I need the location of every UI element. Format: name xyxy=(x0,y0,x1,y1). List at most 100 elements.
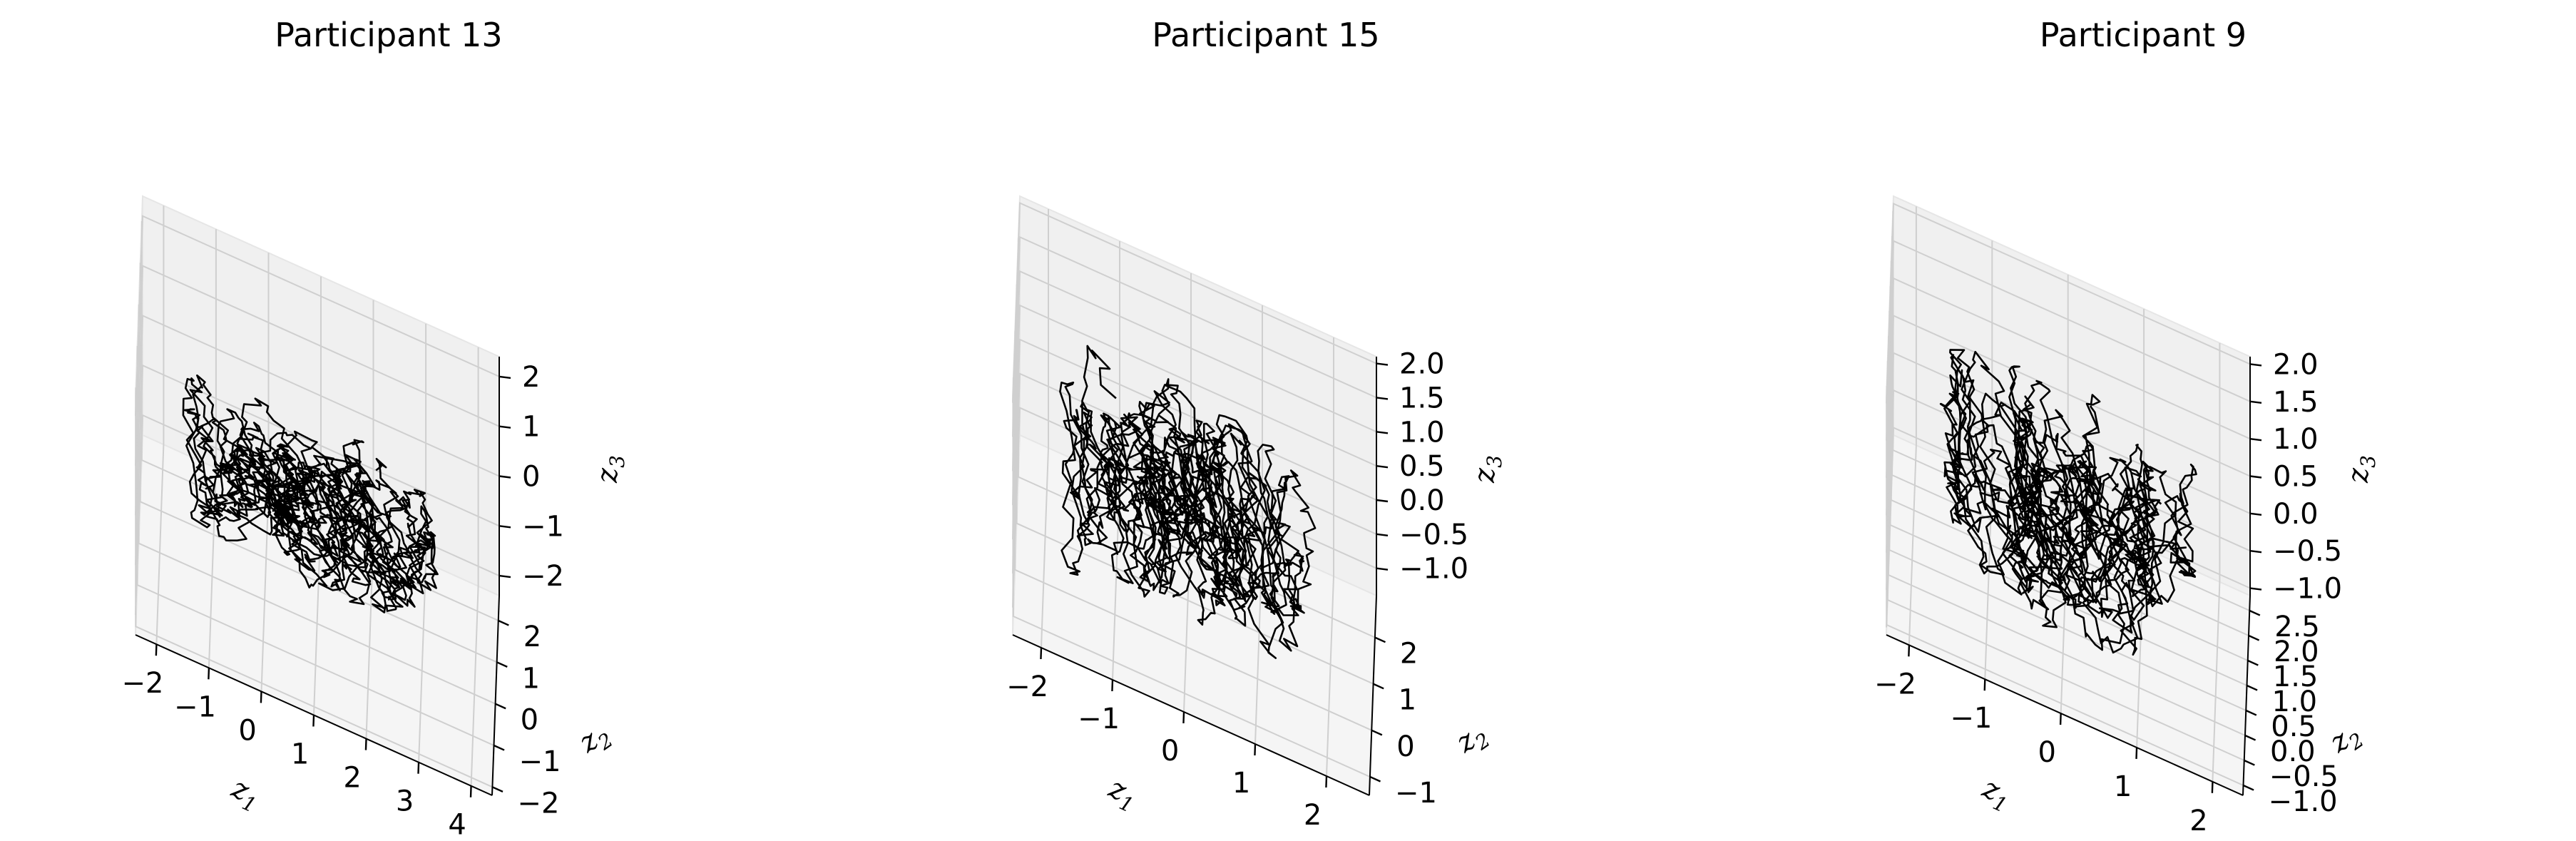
chart-title: Participant 13 xyxy=(275,16,502,54)
x-tick-mark xyxy=(1182,711,1185,724)
z-tick-mark xyxy=(2249,512,2262,516)
x-tick-mark xyxy=(2135,747,2138,760)
y-tick-label: −1 xyxy=(519,745,561,778)
z-tick-mark xyxy=(2249,549,2262,554)
z-axis-label: z3 xyxy=(1468,455,1506,484)
y-tick-label: 0 xyxy=(1396,730,1414,763)
x-axis-label: z1 xyxy=(1101,771,1143,817)
gridline-z xyxy=(1886,426,2251,628)
y-tick-label: −1.0 xyxy=(2269,785,2338,818)
trajectory-line xyxy=(182,374,439,613)
gridline-x xyxy=(313,276,322,715)
subplot-participant-9: Participant 9−2−1012−1.0−0.50.00.51.01.5… xyxy=(1874,16,2380,837)
subplot-participant-13: Participant 13 −2 −1 0 1 2 3 4 −2 −1 0 1 2 −2 −1 0 1 2 z1 z… xyxy=(121,16,629,841)
gridline-z xyxy=(1012,338,1377,540)
gridline-z xyxy=(1012,235,1377,437)
z-tick-mark xyxy=(499,475,511,479)
z-tick-mark xyxy=(2249,437,2262,442)
gridline-z xyxy=(1012,304,1377,506)
y-axis-line xyxy=(2242,595,2251,796)
z-tick-mark xyxy=(2249,475,2262,479)
gridline-x xyxy=(365,300,374,739)
gridline-z xyxy=(1886,202,2251,404)
z-tick-label: −0.5 xyxy=(1399,519,1468,551)
z-tick-mark xyxy=(2249,587,2262,591)
z-tick-mark xyxy=(499,375,511,379)
gridline-x xyxy=(418,323,427,763)
x-tick-label: 3 xyxy=(396,785,414,818)
y-tick-mark xyxy=(2244,734,2256,741)
y-tick-mark xyxy=(1371,729,1383,736)
x-tick-mark xyxy=(364,738,367,750)
z-tick-mark xyxy=(499,425,511,429)
x-tick-mark xyxy=(1254,743,1257,756)
gridline-x xyxy=(2060,275,2069,714)
z-tick-label: 0.0 xyxy=(2273,498,2319,531)
z-tick-mark xyxy=(499,574,511,578)
x-tick-label: 2 xyxy=(1304,799,1322,832)
z-tick-label: 1.5 xyxy=(1399,382,1445,414)
y-tick-mark xyxy=(2247,684,2258,691)
gridline-x xyxy=(1326,337,1334,777)
y-tick-label: 1 xyxy=(1399,684,1416,717)
z-tick-label: 1.5 xyxy=(2273,386,2319,419)
gridline-z xyxy=(135,314,500,516)
z-tick-mark xyxy=(2249,400,2262,404)
x-tick-mark xyxy=(260,691,262,703)
y-tick-label: 0 xyxy=(521,704,538,737)
z-tick-label: 1.0 xyxy=(1399,416,1445,449)
y-tick-label: −0.5 xyxy=(2269,760,2339,793)
z-tick-label: 0.0 xyxy=(1399,484,1445,517)
x-tick-label: 4 xyxy=(448,809,466,841)
gridline-z xyxy=(1012,372,1377,574)
z-tick-mark xyxy=(1376,464,1389,469)
y-tick-mark xyxy=(2249,609,2261,616)
y-tick-mark xyxy=(2248,634,2260,641)
x-tick-mark xyxy=(312,715,315,727)
x-tick-label: 1 xyxy=(1232,767,1250,800)
z-tick-label: 2.0 xyxy=(1399,348,1445,381)
gridline-z xyxy=(1012,202,1377,403)
z-tick-label: −1 xyxy=(522,510,564,543)
x-tick-label: −2 xyxy=(121,667,163,700)
gridline-z xyxy=(1012,270,1377,472)
x-tick-mark xyxy=(155,644,158,656)
x-tick-label: −1 xyxy=(1078,703,1120,735)
z-axis-label: z3 xyxy=(591,455,629,484)
x-tick-mark xyxy=(1111,679,1114,692)
x-tick-label: 2 xyxy=(2189,805,2207,837)
gridline-z xyxy=(1886,240,2251,441)
gridline-x xyxy=(470,347,479,786)
y-tick-label: 2.5 xyxy=(2274,611,2320,643)
z-tick-label: 0.5 xyxy=(2273,461,2319,494)
y-tick-label: 2 xyxy=(1400,638,1418,671)
x-tick-label: 0 xyxy=(238,714,256,747)
y-tick-mark xyxy=(2245,709,2257,716)
z-axis-label: z3 xyxy=(2342,455,2380,484)
gridline-x xyxy=(1041,209,1049,648)
x-tick-mark xyxy=(1325,775,1328,788)
z-tick-mark xyxy=(2249,363,2262,367)
x-tick-label: −1 xyxy=(1950,702,1992,735)
x-tick-mark xyxy=(1908,645,1911,657)
y-tick-mark xyxy=(2247,659,2259,666)
y-tick-label: 1.5 xyxy=(2273,661,2319,693)
y-axis-label: z2 xyxy=(2324,716,2368,763)
y-axis-line xyxy=(491,595,500,796)
x-tick-label: −2 xyxy=(1006,671,1048,703)
gridline-z xyxy=(1012,407,1377,608)
z-tick-label: 0 xyxy=(522,461,540,494)
z-tick-label: −1.0 xyxy=(2273,573,2342,606)
gridline-z xyxy=(135,215,500,416)
y-tick-label: 1.0 xyxy=(2272,685,2318,718)
z-tick-mark xyxy=(499,525,511,529)
y-tick-mark xyxy=(2243,784,2254,791)
y-tick-mark xyxy=(1373,683,1384,690)
subplot-participant-15: Participant 15 −2 −1 0 1 2 −1 0 1 2 −1.0−0.50.00.5… xyxy=(1006,16,1506,832)
x-tick-label: 0 xyxy=(2038,736,2056,769)
gridline-z xyxy=(1886,277,2251,479)
z-tick-mark xyxy=(1376,533,1389,537)
gridline-z xyxy=(135,414,500,616)
x-tick-mark xyxy=(2211,781,2214,793)
